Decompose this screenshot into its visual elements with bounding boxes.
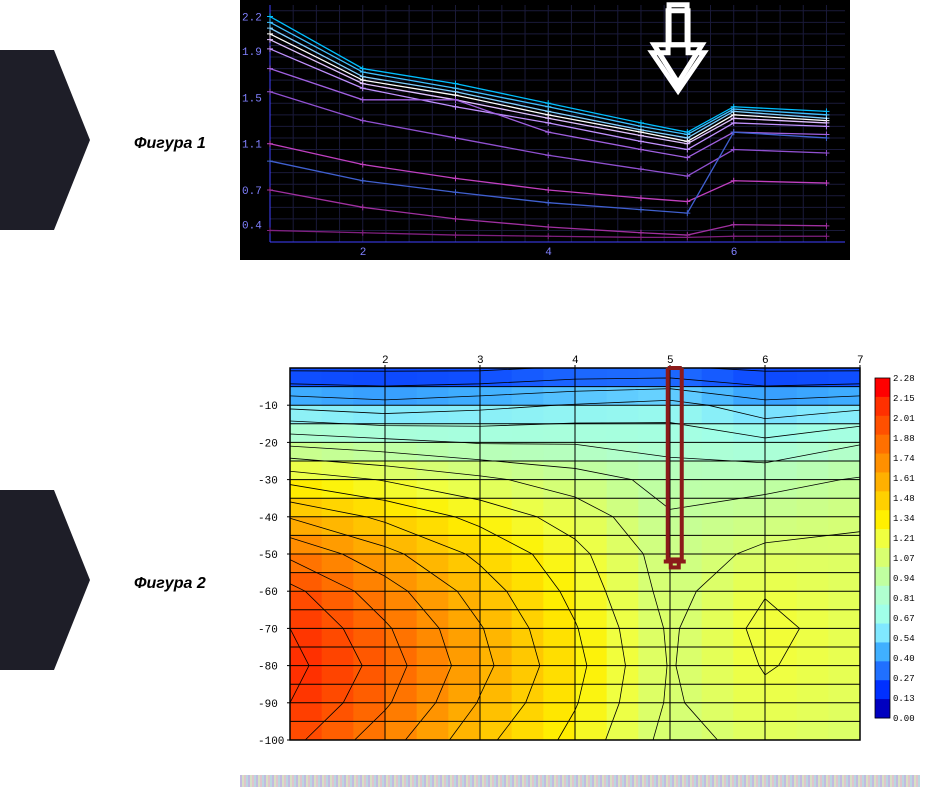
svg-text:1.21: 1.21	[893, 534, 915, 544]
svg-text:-60: -60	[258, 587, 278, 599]
figure1-label: Фигура 1	[134, 135, 206, 153]
svg-text:2.01: 2.01	[893, 414, 915, 424]
svg-text:2.28: 2.28	[893, 374, 915, 384]
svg-text:1.74: 1.74	[893, 454, 915, 464]
figure1-pentagon-block	[0, 50, 90, 230]
svg-text:0.4: 0.4	[242, 221, 262, 233]
svg-text:0.00: 0.00	[893, 714, 915, 724]
svg-text:0.40: 0.40	[893, 654, 915, 664]
svg-text:1.07: 1.07	[893, 554, 915, 564]
svg-text:0.54: 0.54	[893, 634, 915, 644]
svg-text:1.9: 1.9	[242, 47, 262, 59]
svg-text:0.7: 0.7	[242, 186, 262, 198]
bottom-noise-strip	[240, 775, 920, 787]
svg-text:0.27: 0.27	[893, 674, 915, 684]
figure2-label: Фигура 2	[134, 575, 206, 593]
svg-text:-20: -20	[258, 438, 278, 450]
svg-text:0.67: 0.67	[893, 614, 915, 624]
svg-text:4: 4	[545, 247, 552, 259]
svg-text:-70: -70	[258, 624, 278, 636]
svg-text:1.1: 1.1	[242, 140, 262, 152]
svg-text:2: 2	[360, 247, 367, 259]
svg-text:-80: -80	[258, 662, 278, 674]
svg-text:2.15: 2.15	[893, 394, 915, 404]
svg-text:1.5: 1.5	[242, 93, 262, 105]
svg-text:-30: -30	[258, 476, 278, 488]
svg-text:6: 6	[731, 247, 738, 259]
figure1-pentagon	[0, 50, 90, 230]
svg-text:2.2: 2.2	[242, 13, 262, 25]
svg-text:0.94: 0.94	[893, 574, 915, 584]
figure2-pentagon	[0, 490, 90, 670]
figure2-pentagon-block	[0, 490, 90, 670]
svg-text:0.13: 0.13	[893, 694, 915, 704]
svg-text:-50: -50	[258, 550, 278, 562]
svg-text:0.81: 0.81	[893, 594, 915, 604]
svg-text:1.88: 1.88	[893, 434, 915, 444]
svg-text:-10: -10	[258, 401, 278, 413]
svg-text:-100: -100	[258, 736, 284, 748]
svg-text:-40: -40	[258, 513, 278, 525]
svg-text:1.34: 1.34	[893, 514, 915, 524]
svg-text:1.48: 1.48	[893, 494, 915, 504]
svg-text:1.61: 1.61	[893, 474, 915, 484]
svg-text:-90: -90	[258, 699, 278, 711]
